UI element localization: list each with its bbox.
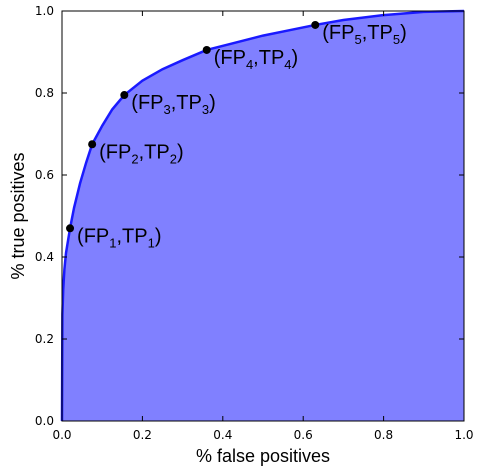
point-label-3: (FP3,TP3) bbox=[131, 92, 215, 117]
y-tick-label-3: 0.6 bbox=[35, 168, 54, 182]
plot-frame bbox=[61, 10, 465, 422]
point-marker-4 bbox=[202, 45, 211, 54]
x-tick-label-2: 0.4 bbox=[213, 428, 232, 442]
area-fill bbox=[62, 11, 464, 421]
point-marker-5 bbox=[311, 20, 320, 29]
x-tick-label-1: 0.2 bbox=[133, 428, 152, 442]
point-marker-1 bbox=[66, 224, 75, 233]
point-marker-2 bbox=[88, 140, 97, 149]
point-label-2: (FP2,TP2) bbox=[99, 141, 183, 166]
y-tick-label-1: 0.2 bbox=[35, 332, 54, 346]
roc-curve-line bbox=[60, 9, 465, 422]
point-label-5: (FP5,TP5) bbox=[322, 22, 406, 47]
x-tick-label-5: 1.0 bbox=[454, 428, 473, 442]
x-tick-label-4: 0.8 bbox=[374, 428, 393, 442]
x-tick-label-0: 0.0 bbox=[52, 428, 71, 442]
y-axis-label: % true positives bbox=[8, 152, 28, 279]
plot-area: (FP1,TP1) (FP2,TP2) (FP3,TP3) (FP4,TP4) (FP5… bbox=[60, 9, 465, 422]
y-tick-label-5: 1.0 bbox=[35, 4, 54, 18]
x-axis-label: % false positives bbox=[196, 446, 330, 466]
point-label-1: (FP1,TP1) bbox=[77, 225, 161, 250]
x-tick-label-3: 0.6 bbox=[294, 428, 313, 442]
axes: 0.0 0.2 0.4 0.6 0.8 1.0 0.0 0.2 0.4 0.6 0.8 1.0 bbox=[35, 4, 474, 442]
y-tick-label-2: 0.4 bbox=[35, 250, 54, 264]
point-marker-3 bbox=[120, 91, 129, 100]
y-tick-label-0: 0.0 bbox=[35, 414, 54, 428]
y-tick-label-4: 0.8 bbox=[35, 86, 54, 100]
point-label-4: (FP4,TP4) bbox=[214, 47, 298, 72]
